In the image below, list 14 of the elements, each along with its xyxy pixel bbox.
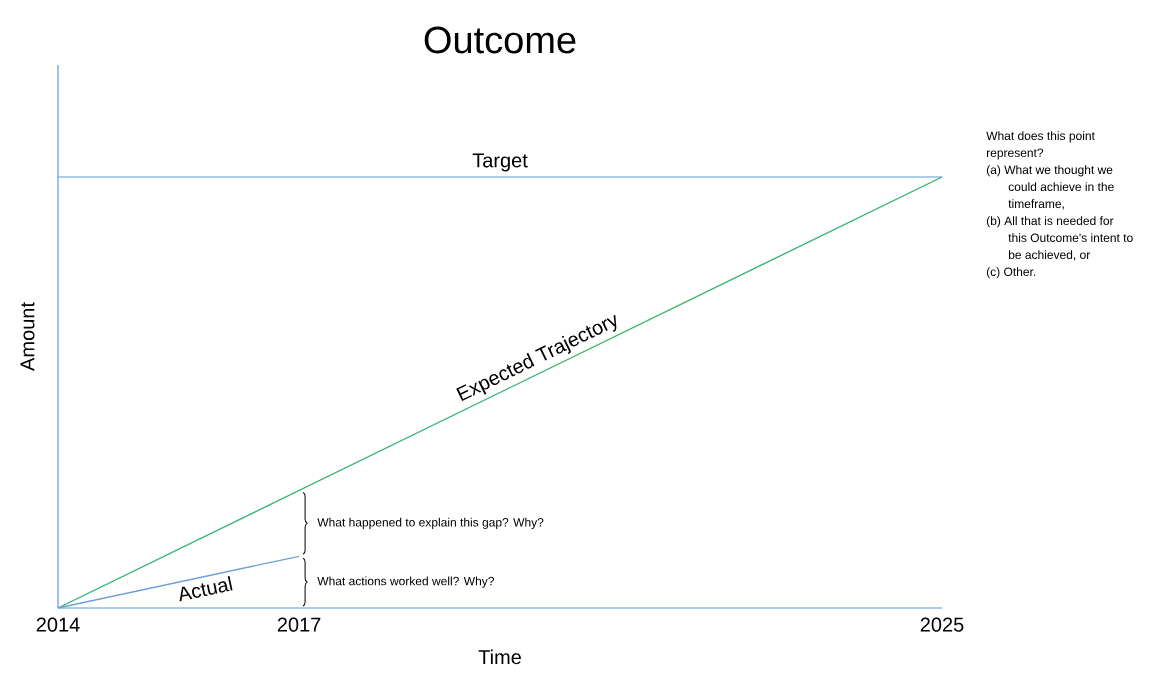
x-axis-title: Time [478, 649, 521, 665]
text: (b) All that is needed for this Outcome's intent to be achieved, or [986, 216, 1133, 261]
x-tick-label: 2017 [277, 617, 321, 632]
text: (c) Other. [986, 267, 1036, 279]
x-tick-label: 2025 [920, 617, 964, 632]
text: What does this point represent? [986, 131, 1095, 160]
annotation: What happened to explain this gap? Why? [317, 517, 544, 529]
y-axis-title: Amount [20, 302, 35, 371]
ref-line-label: Target [472, 153, 528, 172]
text: Actual [179, 575, 233, 602]
chart-title: Outcome [424, 26, 576, 54]
text: (a) What we thought we could achieve in the timeframe, [986, 165, 1114, 210]
x-tick-label: 2014 [36, 617, 80, 632]
annotation: What actions worked well? Why? [317, 576, 494, 588]
